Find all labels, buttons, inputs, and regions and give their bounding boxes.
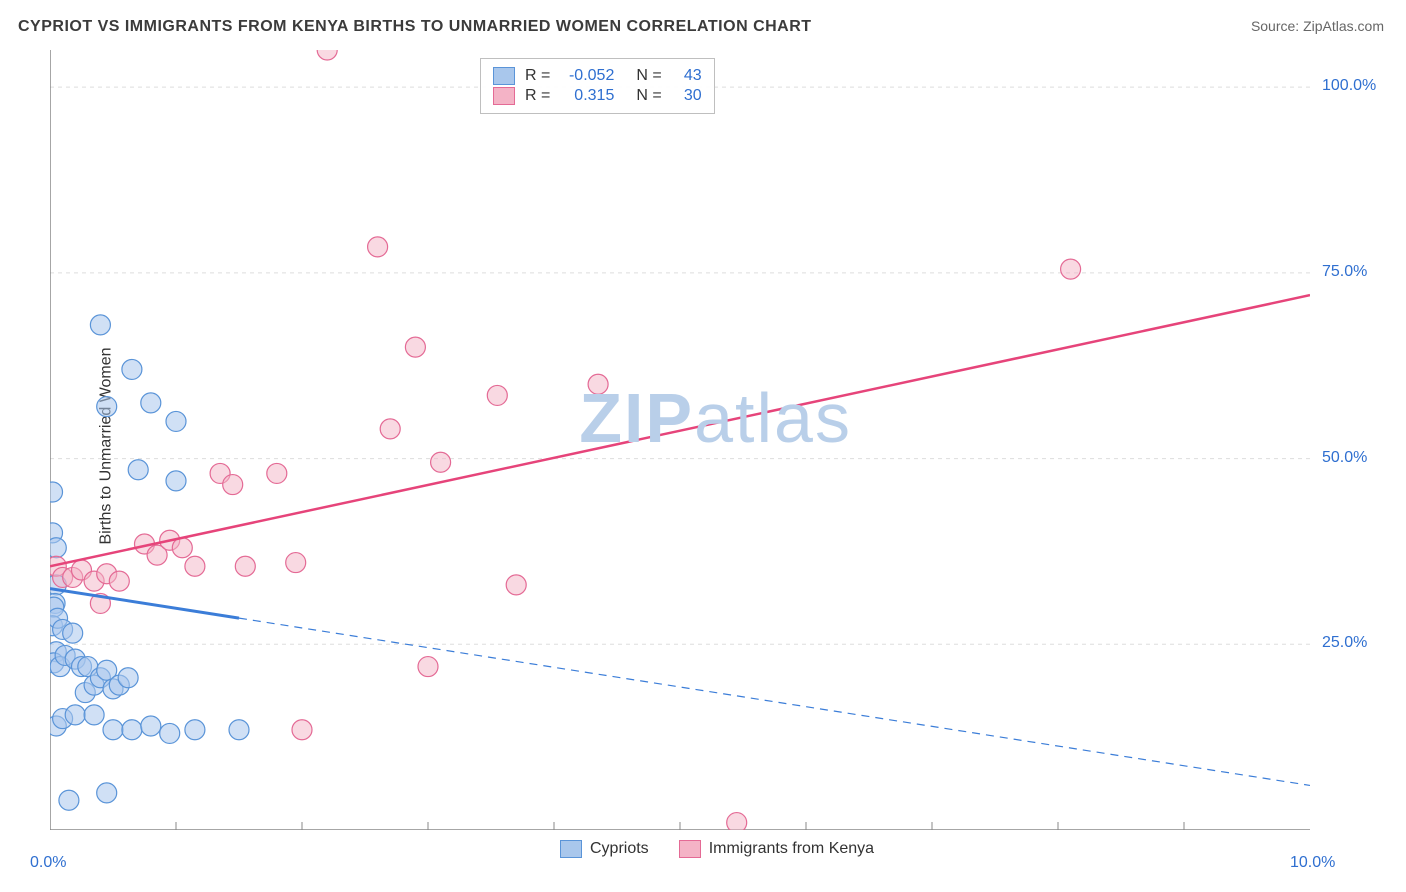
point-cypriots <box>65 705 85 725</box>
point-kenya <box>418 657 438 677</box>
point-cypriots <box>118 668 138 688</box>
point-cypriots <box>229 720 249 740</box>
point-cypriots <box>166 471 186 491</box>
point-cypriots <box>97 783 117 803</box>
point-cypriots <box>63 623 83 643</box>
legend-r-value: -0.052 <box>560 67 614 85</box>
point-cypriots <box>59 790 79 810</box>
correlation-legend: R = -0.052 N = 43 R = 0.315 N = 30 <box>480 58 715 114</box>
bottom-legend: Cypriots Immigrants from Kenya <box>560 840 874 858</box>
chart-svg <box>50 50 1310 830</box>
point-cypriots <box>122 720 142 740</box>
chart-title: CYPRIOT VS IMMIGRANTS FROM KENYA BIRTHS … <box>18 18 812 36</box>
legend-item: Immigrants from Kenya <box>679 840 874 858</box>
x-tick-label: 10.0% <box>1290 854 1335 872</box>
legend-n-value: 43 <box>672 67 702 85</box>
point-kenya <box>431 452 451 472</box>
source-label: Source: ZipAtlas.com <box>1251 18 1384 34</box>
y-tick-label: 50.0% <box>1322 449 1367 467</box>
y-tick-label: 100.0% <box>1322 77 1376 95</box>
point-kenya <box>1061 259 1081 279</box>
trendline-extrapolated <box>239 618 1310 785</box>
point-cypriots <box>122 359 142 379</box>
point-cypriots <box>50 482 63 502</box>
legend-row: R = -0.052 N = 43 <box>493 67 702 85</box>
trendline <box>50 295 1310 566</box>
point-kenya <box>317 50 337 60</box>
point-kenya <box>405 337 425 357</box>
point-kenya <box>172 538 192 558</box>
legend-swatch <box>493 87 515 105</box>
legend-swatch <box>679 840 701 858</box>
x-tick-label: 0.0% <box>30 854 66 872</box>
trendline <box>50 589 239 619</box>
point-cypriots <box>50 538 66 558</box>
point-kenya <box>380 419 400 439</box>
point-cypriots <box>128 460 148 480</box>
legend-item: Cypriots <box>560 840 649 858</box>
legend-swatch <box>493 67 515 85</box>
legend-n-label: N = <box>636 67 661 85</box>
point-kenya <box>506 575 526 595</box>
point-kenya <box>223 475 243 495</box>
y-tick-label: 25.0% <box>1322 634 1367 652</box>
legend-r-label: R = <box>525 67 550 85</box>
point-cypriots <box>90 315 110 335</box>
point-kenya <box>109 571 129 591</box>
point-cypriots <box>141 393 161 413</box>
point-cypriots <box>103 720 123 740</box>
point-kenya <box>292 720 312 740</box>
legend-n-value: 30 <box>672 87 702 105</box>
point-kenya <box>588 374 608 394</box>
legend-row: R = 0.315 N = 30 <box>493 87 702 105</box>
legend-series-name: Cypriots <box>590 840 649 858</box>
point-kenya <box>368 237 388 257</box>
point-kenya <box>727 813 747 830</box>
legend-series-name: Immigrants from Kenya <box>709 840 874 858</box>
point-cypriots <box>141 716 161 736</box>
point-cypriots <box>97 397 117 417</box>
legend-r-label: R = <box>525 87 550 105</box>
point-cypriots <box>84 705 104 725</box>
point-cypriots <box>166 411 186 431</box>
point-kenya <box>185 556 205 576</box>
plot-area <box>50 50 1310 830</box>
point-cypriots <box>160 723 180 743</box>
y-tick-label: 75.0% <box>1322 263 1367 281</box>
point-cypriots <box>185 720 205 740</box>
point-kenya <box>487 385 507 405</box>
legend-swatch <box>560 840 582 858</box>
legend-n-label: N = <box>636 87 661 105</box>
point-kenya <box>286 553 306 573</box>
legend-r-value: 0.315 <box>560 87 614 105</box>
point-kenya <box>235 556 255 576</box>
point-kenya <box>267 463 287 483</box>
